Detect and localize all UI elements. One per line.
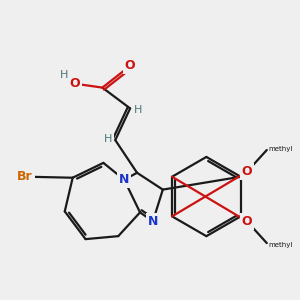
Text: O: O bbox=[125, 59, 135, 72]
Text: methyl: methyl bbox=[268, 242, 292, 248]
Text: O: O bbox=[242, 165, 252, 178]
Text: N: N bbox=[148, 215, 158, 228]
Text: O: O bbox=[69, 77, 80, 90]
Text: N: N bbox=[119, 173, 129, 186]
Text: H: H bbox=[134, 106, 142, 116]
Text: H: H bbox=[104, 134, 112, 144]
Text: H: H bbox=[60, 70, 68, 80]
Text: Br: Br bbox=[17, 170, 33, 183]
Text: O: O bbox=[242, 215, 252, 228]
Text: methyl: methyl bbox=[268, 146, 292, 152]
